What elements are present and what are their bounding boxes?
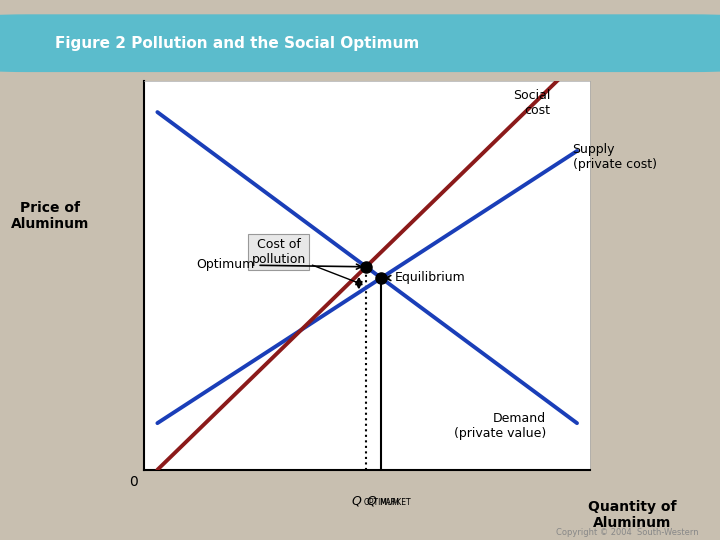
Text: Optimum: Optimum: [197, 258, 361, 271]
Text: Quantity of
Aluminum: Quantity of Aluminum: [588, 500, 677, 530]
Text: Price of
Aluminum: Price of Aluminum: [12, 201, 89, 231]
Text: OPTIMUM: OPTIMUM: [364, 498, 400, 508]
Text: $Q$: $Q$: [366, 494, 377, 508]
Text: $Q$: $Q$: [351, 494, 362, 508]
Text: Copyright © 2004  South-Western: Copyright © 2004 South-Western: [556, 528, 698, 537]
Text: MARKET: MARKET: [379, 498, 410, 508]
Text: Supply
(private cost): Supply (private cost): [572, 143, 657, 171]
Text: Cost of
pollution: Cost of pollution: [251, 238, 356, 282]
Text: Figure 2 Pollution and the Social Optimum: Figure 2 Pollution and the Social Optimu…: [55, 36, 420, 51]
Text: Social
cost: Social cost: [513, 89, 550, 117]
Text: Demand
(private value): Demand (private value): [454, 411, 546, 440]
FancyBboxPatch shape: [0, 15, 720, 71]
Text: Equilibrium: Equilibrium: [386, 272, 465, 285]
Text: 0: 0: [129, 475, 138, 489]
